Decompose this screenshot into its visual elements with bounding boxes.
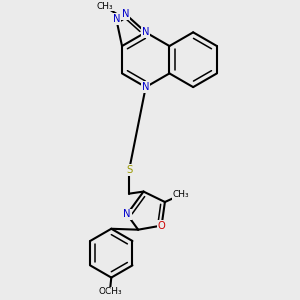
Text: S: S: [126, 165, 132, 175]
Text: N: N: [122, 9, 129, 19]
Text: CH₃: CH₃: [173, 190, 190, 199]
Text: CH₃: CH₃: [96, 2, 113, 11]
Text: N: N: [142, 27, 149, 37]
Text: O: O: [158, 220, 166, 231]
Text: N: N: [112, 14, 120, 24]
Text: N: N: [142, 82, 149, 92]
Text: OCH₃: OCH₃: [98, 287, 122, 296]
Text: N: N: [123, 209, 131, 219]
